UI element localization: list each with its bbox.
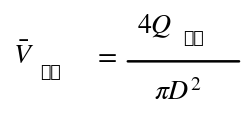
Text: $=$: $=$	[93, 44, 117, 69]
Text: 名义: 名义	[40, 63, 61, 81]
Text: $\bar{V}$: $\bar{V}$	[12, 43, 34, 70]
Text: $4Q$: $4Q$	[137, 13, 172, 40]
Text: $\pi D^{2}$: $\pi D^{2}$	[154, 79, 202, 106]
Text: 设计: 设计	[183, 29, 204, 47]
